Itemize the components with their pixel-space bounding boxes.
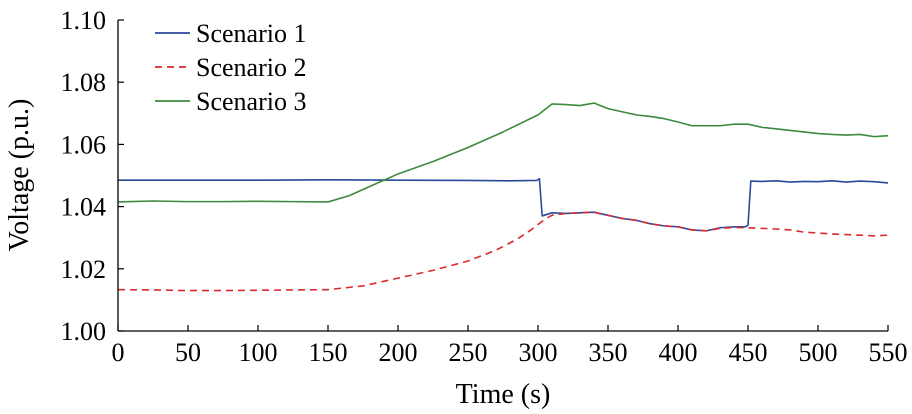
x-tick-label: 300 [519, 338, 558, 367]
plot-area [117, 102, 889, 292]
x-tick-label: 100 [239, 338, 278, 367]
x-tick-label: 550 [869, 338, 908, 367]
legend-label-3: Scenario 3 [196, 87, 306, 116]
series-line-3 [117, 102, 889, 203]
y-tick-label: 1.06 [61, 130, 107, 159]
legend: Scenario 1 Scenario 2 Scenario 3 [155, 19, 306, 116]
x-axis-title: Time (s) [456, 379, 551, 410]
y-tick-label: 1.08 [61, 68, 107, 97]
y-axis-title: Voltage (p.u.) [4, 99, 35, 252]
x-tick-label: 450 [729, 338, 768, 367]
y-tick-label: 1.04 [61, 193, 107, 222]
x-tick-label: 350 [589, 338, 628, 367]
x-tick-label: 200 [379, 338, 418, 367]
y-tick-label: 1.00 [61, 317, 107, 346]
x-tick-label: 250 [449, 338, 488, 367]
series-line-1 [118, 177, 889, 232]
legend-label-2: Scenario 2 [196, 53, 306, 82]
x-tick-label: 0 [112, 338, 125, 367]
y-tick-label: 1.02 [61, 255, 107, 284]
axes: 0 50 100 150 200 250 300 350 400 450 500 550 1.00 1.0… [61, 6, 908, 367]
series-line-2 [117, 211, 889, 292]
y-tick-label: 1.10 [61, 6, 107, 35]
x-tick-label: 150 [309, 338, 348, 367]
x-tick-label: 50 [175, 338, 201, 367]
legend-label-1: Scenario 1 [196, 19, 306, 48]
x-tick-label: 400 [659, 338, 698, 367]
x-tick-label: 500 [799, 338, 838, 367]
